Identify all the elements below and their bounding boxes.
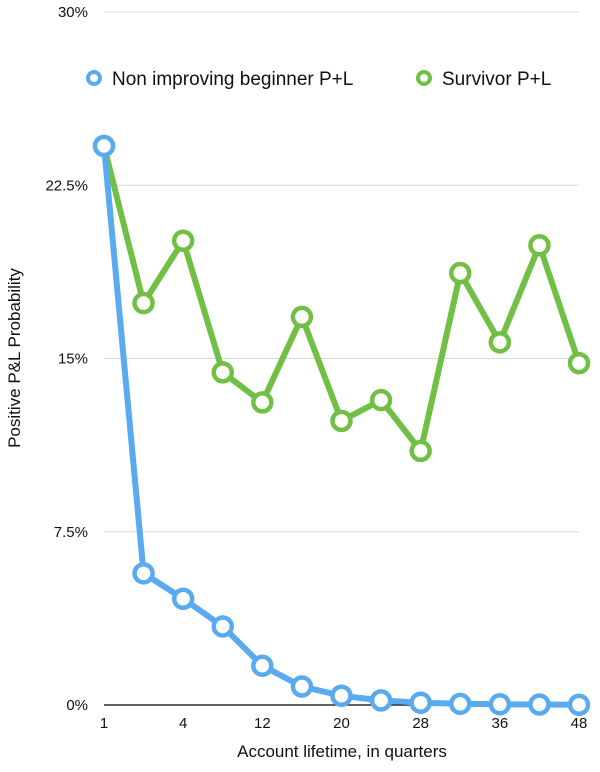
x-tick-label: 20 [333,715,350,732]
legend-label: Non improving beginner P+L [112,69,353,90]
y-tick-label: 0% [66,697,88,714]
data-point [369,689,393,712]
data-point [488,331,512,354]
data-point [409,691,432,714]
data-point [449,692,472,716]
data-point [171,587,195,610]
data-point [488,693,512,716]
x-tick-label: 36 [491,715,508,732]
data-point [449,261,472,285]
data-point [290,305,314,329]
x-tick-label: 28 [412,715,429,732]
y-tick-label: 22.5% [45,177,88,194]
data-point [92,134,116,158]
data-point [528,693,551,716]
x-tick-label: 12 [254,715,271,732]
data-point [567,351,591,375]
series-points [92,134,591,717]
data-point [528,234,551,257]
data-point [330,684,353,708]
x-tick-label: 4 [179,715,187,732]
data-point [330,409,353,433]
data-point [290,675,314,698]
y-tick-label: 7.5% [54,524,88,541]
data-point [132,562,155,585]
legend: Non improving beginner P+L Survivor P+L [86,69,551,90]
x-axis-title: Account lifetime, in quarters [237,742,447,761]
legend-marker [416,70,432,86]
x-axis-ticks: 1 4 12 20 28 36 48 [100,715,588,732]
data-point [567,693,591,717]
y-tick-label: 15% [58,351,88,368]
legend-marker [86,70,102,86]
y-axis-title: Positive P&L Probability [5,268,24,448]
series-line-1 [101,143,582,454]
data-point [369,388,393,412]
y-tick-label: 30% [58,4,88,21]
y-axis-ticks: 0% 7.5% 15% 22.5% 30% [45,4,88,714]
data-point [211,361,234,384]
data-point [171,229,195,252]
legend-label: Survivor P+L [442,69,551,90]
data-point [251,391,274,414]
data-point [251,654,274,677]
x-tick-label: 48 [571,715,588,732]
data-point [132,291,155,315]
data-point [211,615,234,638]
data-point [409,439,432,463]
x-tick-label: 1 [100,715,108,732]
